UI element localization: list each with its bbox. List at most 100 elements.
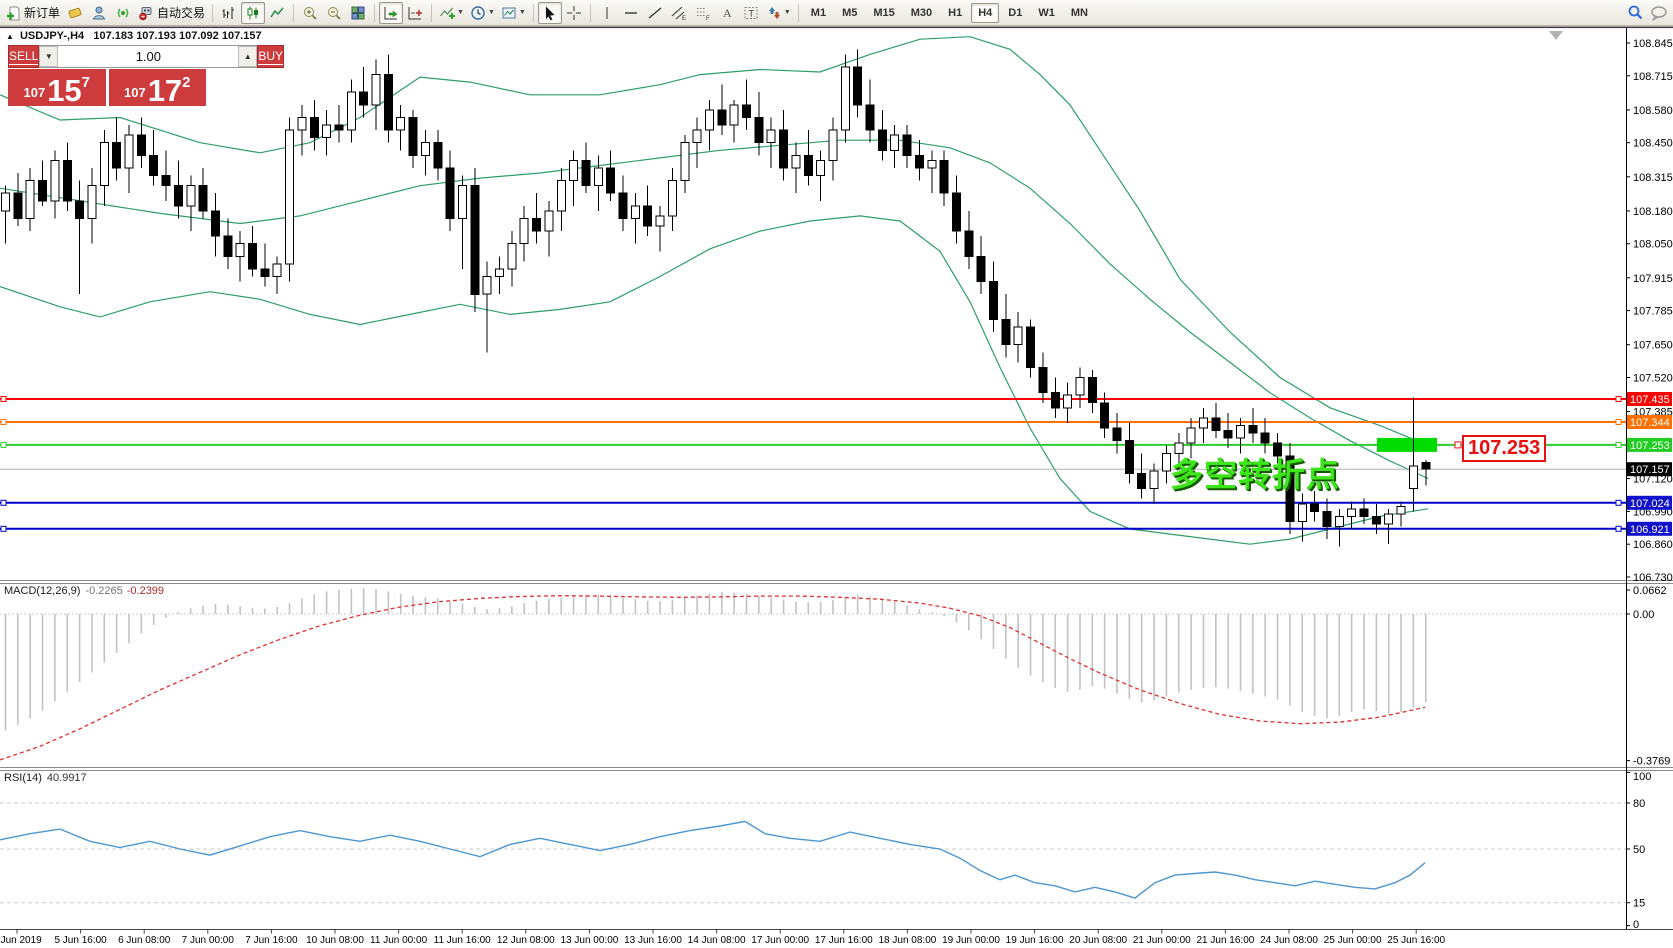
auto-scroll-icon [383,5,399,21]
zoom-out-icon [326,5,342,21]
svg-text:25 Jun 00:00: 25 Jun 00:00 [1324,935,1382,946]
horizontal-lines[interactable] [0,396,1626,532]
auto-trading-button[interactable]: 自动交易 [135,2,208,24]
toolbar-separator [532,3,534,22]
volume-input[interactable] [58,46,239,67]
chart-annotation-text[interactable]: 多空转折点 [1170,456,1340,493]
timeframe-m1-button[interactable]: M1 [804,3,833,23]
timeframe-mn-button[interactable]: MN [1064,3,1095,23]
price-axis[interactable]: 108.845 108.715 108.580 108.450 108.315 108.1… [1626,38,1673,584]
sell-button[interactable]: SELL [8,45,40,68]
svg-text:107.650: 107.650 [1633,340,1673,352]
macd-name: MACD(12,26,9) [4,585,81,597]
svg-text:5 Jun 2019: 5 Jun 2019 [0,935,42,946]
bar-chart-icon [221,5,237,21]
timeframe-m5-button[interactable]: M5 [835,3,864,23]
bar-chart-mode-button[interactable] [217,2,241,24]
svg-text:E: E [682,16,686,21]
signals-button[interactable] [111,2,135,24]
timeframe-w1-button[interactable]: W1 [1031,3,1062,23]
svg-text:106.860: 106.860 [1633,539,1673,551]
line-chart-mode-button[interactable] [265,2,289,24]
fibonacci-tool-button[interactable]: F [691,2,715,24]
chart-shift-marker-icon[interactable] [1549,31,1563,40]
market-watch-button[interactable] [87,2,111,24]
svg-text:24 Jun 08:00: 24 Jun 08:00 [1260,935,1318,946]
date-axis[interactable]: 5 Jun 2019 5 Jun 16:00 6 Jun 08:00 7 Jun 00… [0,930,1446,946]
volume-decrease-button[interactable]: ▼ [39,46,59,67]
indicators-button[interactable]: ▼ [436,2,467,24]
dropdown-caret-icon: ▼ [518,9,526,16]
svg-text:107.344: 107.344 [1630,417,1670,429]
svg-text:25 Jun 16:00: 25 Jun 16:00 [1387,935,1445,946]
toolbar-separator [212,3,214,22]
candlestick-mode-button[interactable] [241,1,266,24]
macd-value-signal: -0.2399 [126,585,165,597]
arrows-tool-button[interactable]: ▼ [763,2,794,24]
zoom-in-button[interactable] [298,2,322,24]
svg-text:20 Jun 08:00: 20 Jun 08:00 [1069,935,1127,946]
chart-shift-button[interactable] [403,2,427,24]
auto-trading-label: 自动交易 [157,6,206,20]
buy-price-sup: 2 [182,74,191,91]
svg-text:108.050: 108.050 [1633,239,1673,251]
search-button[interactable] [1623,2,1647,24]
svg-text:106.921: 106.921 [1630,524,1670,536]
zoom-out-button[interactable] [322,2,346,24]
template-icon [501,5,517,21]
periods-button[interactable]: ▼ [467,2,498,24]
svg-text:A: A [723,6,732,20]
svg-text:7 Jun 00:00: 7 Jun 00:00 [182,935,235,946]
tile-windows-button[interactable] [346,2,370,24]
svg-text:11 Jun 00:00: 11 Jun 00:00 [370,935,428,946]
text-tool-button[interactable]: A [715,2,739,24]
timeframe-group: M1 M5 M15 M30 H1 H4 D1 W1 MN [803,1,1096,25]
vertical-line-icon [599,5,615,21]
volume-increase-button[interactable]: ▲ [238,46,258,67]
timeframe-m15-button[interactable]: M15 [866,3,901,23]
buy-button[interactable]: BUY [257,45,285,68]
svg-text:108.450: 108.450 [1633,138,1673,150]
svg-text:108.180: 108.180 [1633,206,1673,218]
text-label-tool-button[interactable]: T [739,2,763,24]
crosshair-tool-button[interactable] [562,2,586,24]
sell-price-prefix: 107 [23,85,46,100]
sell-price[interactable]: 107 15 7 [8,69,106,106]
auto-scroll-button[interactable] [379,1,404,24]
timeframe-h4-button[interactable]: H4 [971,2,1000,23]
templates-button[interactable]: ▼ [498,2,529,24]
svg-text:107.120: 107.120 [1633,474,1673,486]
svg-text:107.435: 107.435 [1630,394,1670,406]
collapse-panel-icon[interactable]: ▲ [6,32,14,41]
rsi-name: RSI(14) [4,772,42,784]
highlight-rectangle[interactable] [1377,437,1437,452]
channel-icon: E [671,5,687,21]
svg-text:10 Jun 08:00: 10 Jun 08:00 [306,935,364,946]
buy-price-big: 17 [147,73,183,108]
rsi-pane: 100 80 50 15 0 [0,771,1651,931]
new-order-button[interactable]: 新订单 [2,2,63,24]
trendline-tool-button[interactable] [643,2,667,24]
svg-text:107.253: 107.253 [1630,440,1670,452]
macd-value-main: -0.2265 [85,585,123,597]
chart-profile-button[interactable] [63,2,87,24]
price-callout-label[interactable]: 107.253 [1462,435,1547,462]
horizontal-line-tool-button[interactable] [619,2,643,24]
svg-text:106.730: 106.730 [1633,572,1673,584]
timeframe-m30-button[interactable]: M30 [904,3,939,23]
chat-button[interactable] [1647,2,1671,24]
timeframe-d1-button[interactable]: D1 [1001,3,1029,23]
toolbar-separator [797,3,799,22]
vertical-line-tool-button[interactable] [595,2,619,24]
callout-anchor[interactable] [1454,441,1462,449]
buy-price[interactable]: 107 17 2 [108,69,206,108]
rsi-value: 40.9917 [46,772,87,784]
svg-text:100: 100 [1633,771,1651,783]
cursor-tool-button[interactable] [537,1,562,24]
candlestick-icon [245,5,261,21]
equidistant-channel-tool-button[interactable]: E [667,2,691,24]
timeframe-h1-button[interactable]: H1 [941,3,969,23]
